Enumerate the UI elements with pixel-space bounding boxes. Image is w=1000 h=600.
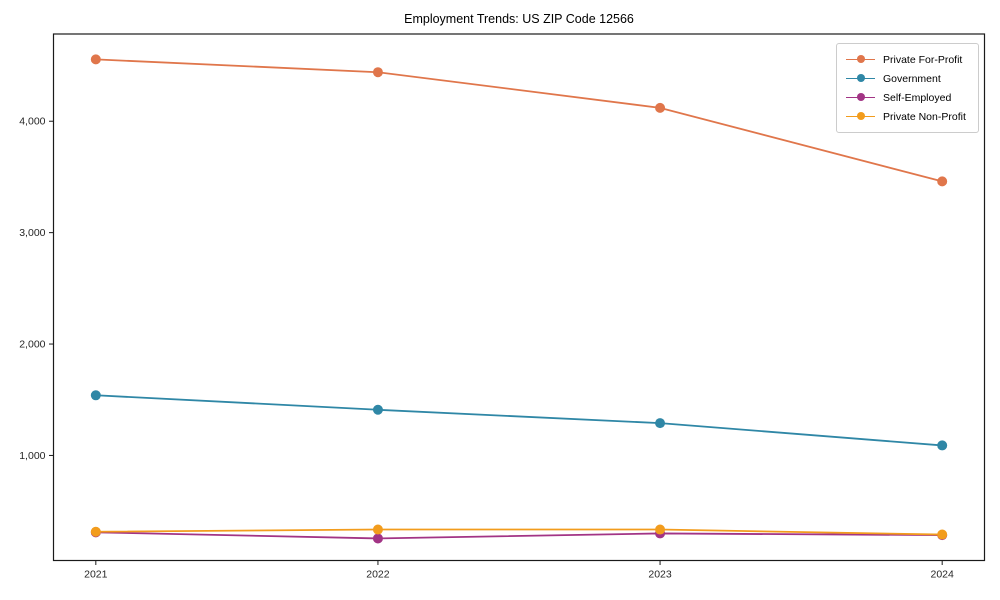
series-line-self-employed [94, 531, 944, 540]
y-tick-label: 1,000 [19, 450, 45, 462]
legend-label: Self-Employed [883, 91, 952, 104]
x-tick-label: 2021 [84, 569, 108, 581]
legend-marker-private-non-profit [846, 112, 875, 121]
legend-marker-self-employed [846, 93, 875, 102]
data-point-private-non-profit [90, 526, 101, 537]
data-point-private-non-profit [655, 524, 666, 535]
y-tick-label: 2,000 [19, 339, 45, 351]
legend-label: Government [883, 72, 941, 85]
data-point-private-for-profit [372, 67, 383, 78]
data-point-private-non-profit [372, 524, 383, 535]
series-line-government [94, 394, 944, 447]
y-tick-label: 3,000 [19, 227, 45, 239]
legend-marker-government [846, 74, 875, 83]
legend-entry: Government [846, 69, 969, 88]
legend-label: Private For-Profit [883, 53, 963, 66]
x-tick-label: 2024 [931, 569, 955, 581]
legend: Private For-Profit Government Self-Emplo… [836, 43, 979, 133]
legend-label: Private Non-Profit [883, 110, 966, 123]
series-line-private-for-profit [94, 58, 944, 183]
legend-marker-private-for-profit [846, 55, 875, 64]
data-point-private-non-profit [937, 529, 948, 540]
legend-entry: Private For-Profit [846, 50, 969, 69]
data-point-private-for-profit [937, 176, 948, 187]
data-point-government [90, 390, 101, 401]
x-tick-label: 2023 [648, 569, 672, 581]
legend-entry: Private Non-Profit [846, 107, 969, 126]
chart-title: Employment Trends: US ZIP Code 12566 [404, 12, 634, 26]
x-tick-label: 2022 [366, 569, 390, 581]
data-point-self-employed [372, 533, 383, 544]
plot-frame [52, 33, 986, 562]
data-point-government [937, 440, 948, 451]
y-tick-label: 4,000 [19, 116, 45, 128]
data-point-private-for-profit [655, 102, 666, 113]
data-point-government [372, 404, 383, 415]
data-point-government [655, 418, 666, 429]
data-point-private-for-profit [90, 54, 101, 65]
legend-entry: Self-Employed [846, 88, 969, 107]
series-line-private-non-profit [94, 528, 944, 536]
